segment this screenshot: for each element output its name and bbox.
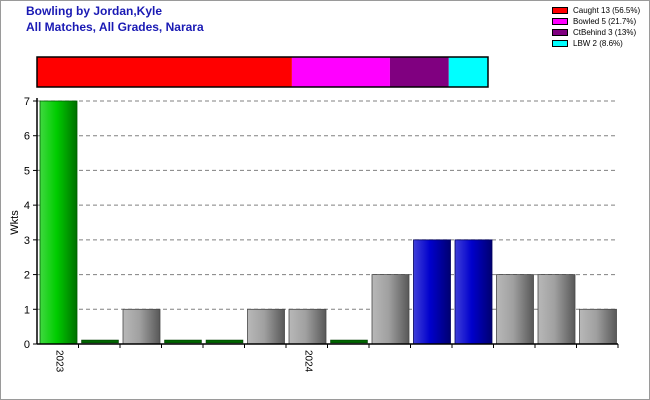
stack-segment-lbw: [448, 57, 488, 87]
bar: [330, 339, 368, 344]
legend: Caught 13 (56.5%) Bowled 5 (21.7%) CtBeh…: [552, 5, 640, 49]
stack-segment-bowled: [291, 57, 390, 87]
legend-item-lbw: LBW 2 (8.6%): [552, 38, 640, 48]
y-tick-label: 5: [24, 165, 30, 177]
bar: [39, 100, 78, 345]
y-tick-label: 4: [24, 200, 30, 212]
bar: [81, 339, 119, 344]
stack-segment-ctbehind: [389, 57, 449, 87]
chart-title: Bowling by Jordan,Kyle: [26, 4, 163, 18]
bar: [496, 274, 534, 345]
legend-label-caught: Caught 13 (56.5%): [573, 5, 641, 15]
y-tick-label: 6: [24, 131, 30, 143]
y-tick-label: 7: [24, 96, 30, 108]
legend-label-bowled: Bowled 5 (21.7%): [573, 16, 637, 26]
y-tick-label: 2: [24, 270, 30, 282]
legend-item-caught: Caught 13 (56.5%): [552, 5, 640, 15]
legend-label-lbw: LBW 2 (8.6%): [573, 38, 623, 48]
chart-subtitle: All Matches, All Grades, Narara: [26, 20, 204, 34]
legend-item-bowled: Bowled 5 (21.7%): [552, 16, 640, 26]
bar: [454, 239, 493, 345]
bar: [537, 274, 576, 345]
legend-swatch-caught: [552, 6, 568, 14]
y-tick-label: 1: [24, 304, 30, 316]
legend-swatch-bowled: [552, 17, 568, 25]
stack-bar-border: [36, 56, 489, 88]
bar: [164, 339, 202, 344]
bar: [122, 308, 161, 345]
y-tick-label: 3: [24, 235, 30, 247]
bar: [247, 308, 285, 345]
bar: [371, 274, 410, 345]
bar: [579, 308, 617, 345]
y-axis-label: Wkts: [9, 210, 21, 235]
legend-item-ctbehind: CtBehind 3 (13%): [552, 27, 640, 37]
stack-segment-caught: [37, 57, 292, 87]
x-tick-label: 2024: [303, 350, 314, 373]
legend-swatch-lbw: [552, 39, 568, 47]
legend-label-ctbehind: CtBehind 3 (13%): [573, 27, 637, 37]
bar: [413, 239, 451, 345]
bar: [205, 339, 244, 344]
legend-swatch-ctbehind: [552, 28, 568, 36]
y-tick-label: 0: [24, 339, 30, 351]
x-tick-label: 2023: [54, 350, 65, 373]
bar: [288, 308, 327, 345]
